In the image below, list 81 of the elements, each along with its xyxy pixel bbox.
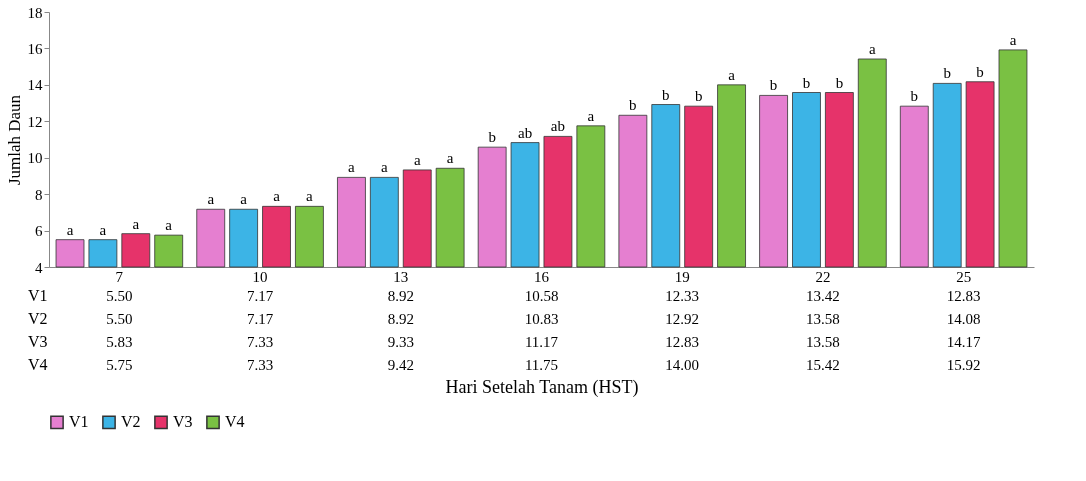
data-label: 15.92 — [946, 356, 981, 373]
data-label: 14.17 — [946, 333, 982, 350]
annotation: a — [132, 215, 140, 232]
data-label: 11.75 — [524, 356, 559, 373]
text: V4 — [27, 356, 48, 373]
y-tick-label: 6 — [35, 223, 43, 240]
legend-label: V3 — [173, 413, 193, 431]
y-tick-label: 8 — [35, 186, 43, 203]
x-tick-label: 16 — [534, 268, 550, 285]
annotation: a — [381, 159, 388, 176]
x-tick-label: 19 — [674, 268, 690, 285]
text: V1 — [27, 287, 48, 304]
y-tick-label: 14 — [27, 77, 43, 94]
annotation: a — [165, 217, 173, 234]
data-label: 13.58 — [806, 310, 840, 327]
annotation: a — [99, 221, 107, 238]
annotation: b — [835, 74, 844, 91]
y-tick-label: 16 — [27, 40, 43, 57]
data-label: 12.92 — [665, 310, 700, 327]
data-label: 7.17 — [246, 287, 274, 304]
x-tick-label: 13 — [393, 268, 409, 285]
data-label: 13.58 — [806, 333, 840, 350]
x-tick-label: 22 — [815, 268, 831, 285]
x-tick-label: 7 — [115, 268, 124, 285]
data-label: 5.75 — [106, 356, 133, 373]
data-label: 9.33 — [387, 333, 414, 350]
data-label: 5.50 — [106, 287, 133, 304]
annotation: a — [728, 66, 736, 83]
data-label: 14.00 — [665, 356, 700, 373]
annotation: ab — [550, 118, 566, 135]
annotation: a — [413, 151, 421, 168]
text: V3 — [27, 333, 48, 350]
annotation: b — [488, 129, 496, 146]
data-label: 9.42 — [387, 356, 414, 373]
data-label: 13.42 — [806, 287, 840, 304]
annotation: a — [240, 191, 248, 208]
y-tick-label: 12 — [27, 113, 43, 130]
data-label: 15.42 — [806, 356, 840, 373]
data-label: 11.17 — [524, 333, 559, 350]
annotation: a — [587, 107, 595, 124]
y-tick-label: 4 — [35, 259, 43, 276]
annotation: b — [629, 97, 637, 114]
data-label: 10.83 — [524, 310, 559, 327]
annotation: b — [976, 63, 984, 80]
data-label: 8.92 — [387, 310, 414, 327]
annotation: a — [66, 221, 74, 238]
data-label: 7.17 — [246, 310, 274, 327]
data-label: 7.33 — [246, 356, 274, 373]
annotation: a — [1009, 31, 1017, 48]
annotation: b — [943, 65, 951, 82]
data-label: 5.83 — [106, 333, 133, 350]
annotation: b — [802, 74, 811, 91]
text: V2 — [27, 310, 48, 327]
annotation: a — [207, 191, 215, 208]
data-label: 12.83 — [946, 287, 981, 304]
legend-label: V1 — [69, 413, 89, 431]
x-tick-label: 10 — [252, 268, 268, 285]
annotation: b — [769, 77, 778, 94]
annotation: a — [273, 188, 281, 205]
legend-label: V4 — [225, 413, 245, 431]
annotation: b — [694, 88, 703, 105]
annotation: a — [306, 188, 314, 205]
data-label: 7.33 — [246, 333, 274, 350]
annotation: ab — [517, 124, 533, 141]
data-label: 14.08 — [946, 310, 981, 327]
data-label: 5.50 — [106, 310, 133, 327]
annotation: a — [868, 40, 876, 57]
annotation: b — [910, 88, 919, 105]
y-tick-label: 10 — [27, 150, 43, 167]
y-tick-label: 18 — [27, 4, 43, 21]
y-axis-title: Jumlah Daun — [4, 94, 24, 186]
data-label: 10.58 — [524, 287, 559, 304]
annotation: a — [348, 159, 356, 176]
text: Hari Setelah Tanam (HST) — [445, 376, 639, 398]
annotation: b — [662, 86, 670, 103]
legend-label: V2 — [121, 413, 141, 431]
data-label: 8.92 — [387, 287, 414, 304]
data-label: 12.33 — [665, 287, 700, 304]
annotation: a — [446, 150, 454, 167]
data-label: 12.83 — [665, 333, 700, 350]
x-tick-label: 25 — [956, 268, 972, 285]
